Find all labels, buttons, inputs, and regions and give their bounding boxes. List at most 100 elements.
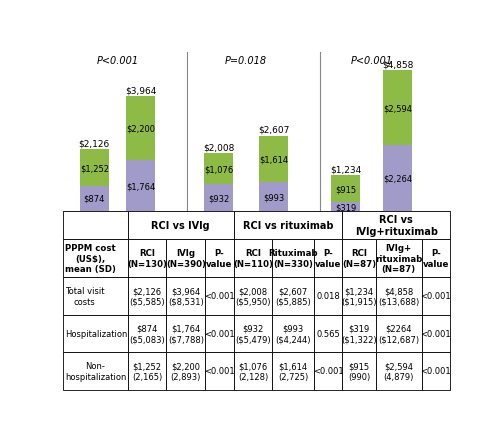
Text: $874: $874 — [84, 194, 105, 204]
Text: $3,964: $3,964 — [125, 86, 156, 95]
Bar — [128, 212, 234, 239]
Text: $993: $993 — [263, 193, 284, 202]
Text: $1,234
($1,915): $1,234 ($1,915) — [342, 286, 377, 306]
Bar — [204, 154, 233, 185]
Text: $2,607: $2,607 — [258, 126, 290, 134]
Text: <0.001: <0.001 — [204, 292, 235, 301]
Text: RCI vs rituximab: RCI vs rituximab — [243, 220, 334, 230]
Text: $2,200
(2,893): $2,200 (2,893) — [170, 361, 201, 381]
Text: $1,234: $1,234 — [330, 166, 362, 174]
Text: <0.001: <0.001 — [204, 329, 235, 338]
Text: $1,076
(2,128): $1,076 (2,128) — [238, 361, 268, 381]
Text: $319: $319 — [336, 202, 356, 212]
Bar — [259, 136, 288, 183]
Text: P=0.018: P=0.018 — [225, 56, 267, 66]
Text: P-
value: P- value — [315, 249, 342, 268]
Text: $2264
($12,687): $2264 ($12,687) — [378, 324, 420, 343]
Text: $3,964
($8,531): $3,964 ($8,531) — [168, 286, 203, 306]
Text: IVIg+
rituximab
(N=87): IVIg+ rituximab (N=87) — [375, 244, 422, 273]
Bar — [272, 353, 314, 390]
Bar — [126, 97, 155, 161]
Text: RCI
(N=110): RCI (N=110) — [233, 249, 273, 268]
Text: Non-
hospitalization: Non- hospitalization — [65, 361, 126, 381]
Text: $2,126
($5,585): $2,126 ($5,585) — [130, 286, 165, 306]
Text: $1,764: $1,764 — [126, 182, 155, 191]
Text: $4,858
($13,688): $4,858 ($13,688) — [378, 286, 420, 306]
Text: Hospitalization: Hospitalization — [65, 329, 127, 338]
Text: RCI vs
IVIg+rituximab: RCI vs IVIg+rituximab — [354, 215, 438, 236]
Bar — [80, 150, 109, 186]
Text: Total visit
costs: Total visit costs — [65, 286, 104, 306]
Bar — [126, 161, 155, 212]
Bar — [422, 353, 450, 390]
Bar — [62, 212, 128, 239]
Bar — [205, 353, 234, 390]
Bar — [166, 278, 205, 315]
Text: $2,008: $2,008 — [203, 143, 234, 152]
Text: <0.001: <0.001 — [420, 329, 451, 338]
Bar — [128, 353, 166, 390]
Text: P-
value: P- value — [206, 249, 233, 268]
Text: $319
($1,322): $319 ($1,322) — [342, 324, 377, 343]
Bar — [376, 315, 422, 353]
Text: RCI
(N=87): RCI (N=87) — [342, 249, 376, 268]
Text: 0.018: 0.018 — [316, 292, 340, 301]
Text: P-
value: P- value — [422, 249, 449, 268]
Bar — [272, 239, 314, 278]
Text: Rituximab
(N=330): Rituximab (N=330) — [268, 249, 318, 268]
Bar — [128, 315, 166, 353]
Bar — [376, 278, 422, 315]
Text: $4,858: $4,858 — [382, 60, 414, 70]
Text: $1,252
(2,165): $1,252 (2,165) — [132, 361, 162, 381]
Bar — [234, 278, 272, 315]
Bar — [128, 278, 166, 315]
Text: $915
(990): $915 (990) — [348, 361, 370, 381]
Text: $932: $932 — [208, 194, 230, 203]
Bar — [342, 315, 376, 353]
Bar — [332, 202, 360, 212]
Text: <0.001: <0.001 — [420, 292, 451, 301]
Text: $2,264: $2,264 — [384, 174, 412, 184]
Bar — [205, 239, 234, 278]
Bar — [342, 353, 376, 390]
Bar — [62, 278, 128, 315]
Text: $2,594: $2,594 — [384, 104, 412, 113]
Bar — [205, 278, 234, 315]
Text: $1,076: $1,076 — [204, 165, 234, 173]
Bar — [314, 353, 342, 390]
Bar — [128, 239, 166, 278]
Bar — [259, 183, 288, 212]
Bar — [332, 176, 360, 202]
Text: 0.565: 0.565 — [316, 329, 340, 338]
Text: $2,008
($5,950): $2,008 ($5,950) — [236, 286, 271, 306]
Text: $1,252: $1,252 — [80, 164, 109, 173]
Text: $2,200: $2,200 — [126, 124, 155, 133]
Text: <0.001: <0.001 — [313, 367, 344, 376]
Text: $915: $915 — [336, 185, 356, 194]
Bar — [384, 71, 412, 146]
Bar — [422, 239, 450, 278]
Legend: Hospitalization, Non-hospitalization: Hospitalization, Non-hospitalization — [146, 237, 367, 254]
Text: <0.001: <0.001 — [420, 367, 451, 376]
Bar — [376, 239, 422, 278]
Text: IVIg
(N=390): IVIg (N=390) — [166, 249, 206, 268]
Bar — [80, 186, 109, 212]
Bar — [314, 278, 342, 315]
Bar — [234, 239, 272, 278]
Bar — [234, 315, 272, 353]
Text: $874
($5,083): $874 ($5,083) — [129, 324, 165, 343]
Bar — [234, 212, 342, 239]
Bar — [422, 278, 450, 315]
Text: PPPM cost
(US$),
mean (SD): PPPM cost (US$), mean (SD) — [65, 244, 116, 273]
Bar — [166, 315, 205, 353]
Text: P<0.001: P<0.001 — [96, 56, 138, 66]
Text: $1,614: $1,614 — [259, 155, 288, 164]
Bar — [166, 353, 205, 390]
Bar — [62, 315, 128, 353]
Bar — [62, 353, 128, 390]
Text: $1,764
($7,788): $1,764 ($7,788) — [168, 324, 204, 343]
Text: $932
($5,479): $932 ($5,479) — [236, 324, 271, 343]
Text: P<0.001: P<0.001 — [351, 56, 393, 66]
Bar — [422, 315, 450, 353]
Bar — [62, 239, 128, 278]
